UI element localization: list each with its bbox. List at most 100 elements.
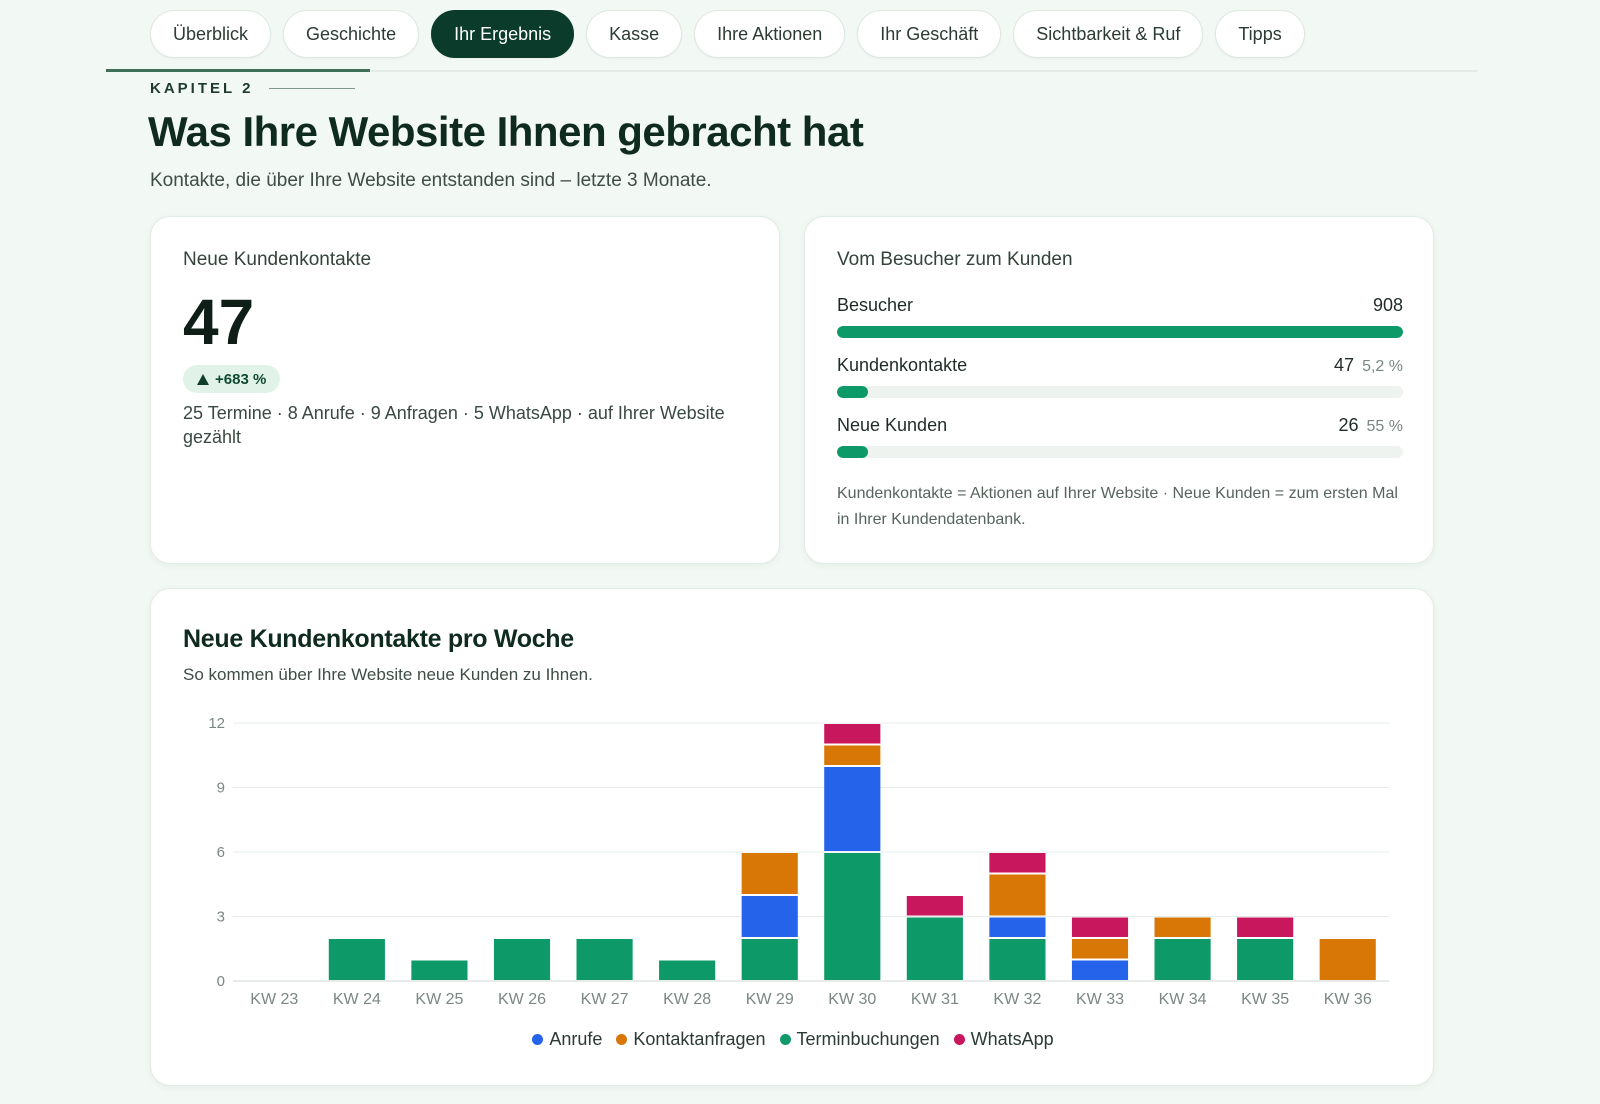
bar-segment: [741, 896, 798, 937]
funnel-card-label: Vom Besucher zum Kunden: [837, 249, 1073, 270]
y-tick-label: 9: [217, 780, 225, 797]
tab-geschichte[interactable]: Geschichte: [283, 10, 420, 58]
tab-ihre-aktionen[interactable]: Ihre Aktionen: [694, 10, 846, 58]
funnel-fill: [837, 326, 1403, 338]
x-tick-label: KW 23: [250, 991, 298, 1008]
bar-segment: [824, 724, 881, 744]
x-tick-label: KW 26: [498, 991, 546, 1008]
contacts-card-label: Neue Kundenkontakte: [183, 249, 372, 270]
funnel-card: Vom Besucher zum Kunden Besucher 908 Kun…: [804, 216, 1434, 564]
legend-dot-icon: [532, 1034, 544, 1045]
x-tick-label: KW 31: [911, 991, 959, 1008]
tab-ihr-ergebnis[interactable]: Ihr Ergebnis: [431, 10, 575, 58]
funnel-row-value: 26: [1338, 415, 1359, 435]
tab-kasse[interactable]: Kasse: [586, 10, 683, 58]
tab-sichtbarkeit-ruf[interactable]: Sichtbarkeit & Ruf: [1013, 10, 1204, 58]
bar-segment: [1154, 917, 1211, 937]
legend-label: WhatsApp: [970, 1029, 1054, 1049]
bar-segment: [576, 939, 633, 980]
legend-item: WhatsApp: [953, 1029, 1054, 1050]
bar-segment: [824, 745, 881, 765]
legend-item: Terminbuchungen: [779, 1029, 940, 1050]
y-tick-label: 0: [217, 973, 225, 990]
bar-segment: [1237, 939, 1294, 980]
y-tick-label: 12: [208, 715, 225, 732]
bar-segment: [989, 874, 1046, 916]
page-title: Was Ihre Website Ihnen gebracht hat: [148, 108, 864, 155]
chart-title: Neue Kundenkontakte pro Woche: [183, 625, 574, 653]
legend-dot-icon: [779, 1034, 791, 1045]
legend-dot-icon: [616, 1034, 628, 1045]
funnel-row-pct: 5,2 %: [1362, 358, 1403, 375]
x-tick-label: KW 27: [581, 991, 629, 1008]
tab-list: Überblick Geschichte Ihr Ergebnis Kasse …: [150, 10, 1305, 58]
funnel-row-besucher: Besucher 908: [837, 295, 1403, 338]
page-subtitle: Kontakte, die über Ihre Website entstand…: [150, 170, 712, 191]
x-tick-label: KW 36: [1324, 991, 1372, 1008]
arrow-up-icon: [197, 373, 209, 385]
funnel-row-kundenkontakte: Kundenkontakte 47 5,2 %: [837, 355, 1403, 398]
bar-segment: [493, 939, 551, 980]
y-tick-label: 3: [217, 909, 225, 926]
bar-segment: [1071, 917, 1129, 937]
chapter-progress-bar: [106, 69, 370, 72]
legend-label: Anrufe: [549, 1029, 603, 1049]
chapter-label: KAPITEL 2: [150, 80, 356, 97]
funnel-row-value: 47: [1334, 355, 1355, 375]
chapter-rule: [269, 88, 356, 89]
change-value: +683 %: [215, 370, 267, 388]
bar-segment: [1237, 917, 1294, 937]
funnel-row-neue-kunden: Neue Kunden 26 55 %: [837, 415, 1403, 458]
chapter-label-text: KAPITEL 2: [150, 80, 254, 97]
funnel-track: [837, 386, 1403, 398]
bar-segment: [824, 767, 881, 851]
x-tick-label: KW 25: [415, 991, 463, 1008]
x-tick-label: KW 35: [1241, 991, 1289, 1008]
funnel-fill: [837, 446, 869, 458]
funnel-row-value: 908: [1372, 295, 1403, 315]
chapter-nav: Überblick Geschichte Ihr Ergebnis Kasse …: [106, 0, 1478, 72]
bar-segment: [741, 939, 798, 980]
change-badge: +683 %: [183, 365, 281, 393]
contacts-card: Neue Kundenkontakte 47 +683 % 25 Termine…: [150, 216, 780, 564]
bar-segment: [989, 853, 1046, 873]
y-tick-label: 6: [217, 844, 225, 861]
weekly-chart-card: Neue Kundenkontakte pro Woche So kommen …: [150, 588, 1434, 1086]
bar-segment: [989, 939, 1046, 980]
funnel-row-name: Kundenkontakte: [837, 355, 968, 375]
funnel-track: [837, 446, 1403, 458]
funnel-fill: [837, 386, 869, 398]
tab-tipps[interactable]: Tipps: [1215, 10, 1305, 58]
tab-ueberblick[interactable]: Überblick: [150, 10, 272, 58]
bar-segment: [989, 917, 1046, 937]
bar-segment: [741, 853, 798, 894]
x-tick-label: KW 34: [1159, 991, 1207, 1008]
legend-item: Kontaktanfragen: [616, 1029, 766, 1050]
chart-subtitle: So kommen über Ihre Website neue Kunden …: [183, 665, 593, 684]
contacts-total: 47: [183, 286, 255, 358]
funnel-row-name: Neue Kunden: [837, 415, 948, 435]
bar-segment: [906, 896, 963, 916]
bar-segment: [411, 960, 468, 980]
bar-segment: [1071, 939, 1129, 959]
contacts-breakdown: 25 Termine · 8 Anrufe · 9 Anfragen · 5 W…: [183, 403, 725, 447]
legend-item: Anrufe: [532, 1029, 602, 1050]
chart-legend: Anrufe Kontaktanfragen Terminbuchungen What…: [151, 1029, 1435, 1050]
x-tick-label: KW 24: [333, 991, 381, 1008]
bar-segment: [1154, 939, 1211, 980]
x-tick-label: KW 30: [828, 991, 876, 1008]
funnel-row-pct: 55 %: [1366, 418, 1403, 435]
legend-dot-icon: [953, 1034, 965, 1045]
x-tick-label: KW 33: [1076, 991, 1124, 1008]
funnel-note: Kundenkontakte = Aktionen auf Ihrer Webs…: [837, 485, 1398, 528]
x-tick-label: KW 28: [663, 991, 711, 1008]
x-tick-label: KW 32: [993, 991, 1041, 1008]
bar-segment: [1319, 939, 1376, 980]
legend-label: Terminbuchungen: [796, 1029, 940, 1049]
x-tick-label: KW 29: [746, 991, 794, 1008]
bar-segment: [1071, 960, 1129, 980]
bar-segment: [824, 853, 881, 980]
tab-ihr-geschaeft[interactable]: Ihr Geschäft: [857, 10, 1002, 58]
funnel-row-name: Besucher: [837, 295, 914, 315]
